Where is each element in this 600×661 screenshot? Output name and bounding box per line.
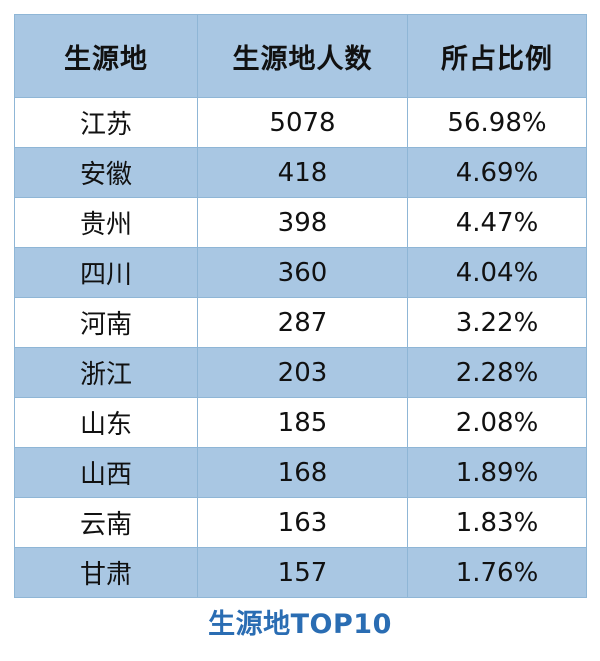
cell-count: 157 — [197, 547, 408, 598]
cell-ratio: 2.08% — [407, 397, 587, 448]
table-header: 生源地 生源地人数 所占比例 — [14, 14, 587, 98]
table-row: 贵州 398 4.47% — [14, 197, 587, 248]
table-row: 江苏 5078 56.98% — [14, 97, 587, 148]
header-ratio: 所占比例 — [407, 14, 587, 98]
table-row: 甘肃 157 1.76% — [14, 547, 587, 598]
table-row: 山东 185 2.08% — [14, 397, 587, 448]
table-row: 云南 163 1.83% — [14, 497, 587, 548]
cell-count: 168 — [197, 447, 408, 498]
cell-count: 287 — [197, 297, 408, 348]
cell-ratio: 2.28% — [407, 347, 587, 398]
cell-origin: 山西 — [14, 447, 198, 498]
cell-origin: 贵州 — [14, 197, 198, 248]
cell-ratio: 3.22% — [407, 297, 587, 348]
table-row: 四川 360 4.04% — [14, 247, 587, 298]
header-origin: 生源地 — [14, 14, 198, 98]
cell-count: 398 — [197, 197, 408, 248]
cell-count: 203 — [197, 347, 408, 398]
table-body: 江苏 5078 56.98% 安徽 418 4.69% 贵州 398 4.47% 四川 360 4.0… — [14, 97, 587, 598]
cell-origin: 河南 — [14, 297, 198, 348]
cell-ratio: 1.83% — [407, 497, 587, 548]
table-row: 安徽 418 4.69% — [14, 147, 587, 198]
cell-ratio: 4.69% — [407, 147, 587, 198]
cell-count: 418 — [197, 147, 408, 198]
cell-origin: 山东 — [14, 397, 198, 448]
cell-ratio: 1.76% — [407, 547, 587, 598]
cell-ratio: 4.04% — [407, 247, 587, 298]
table-caption: 生源地TOP10 — [208, 609, 392, 640]
cell-ratio: 56.98% — [407, 97, 587, 148]
cell-count: 5078 — [197, 97, 408, 148]
header-count: 生源地人数 — [197, 14, 408, 98]
cell-count: 163 — [197, 497, 408, 548]
cell-count: 360 — [197, 247, 408, 298]
cell-ratio: 4.47% — [407, 197, 587, 248]
origin-table-container: 生源地 生源地人数 所占比例 江苏 5078 56.98% 安徽 418 4.69% 贵州 3… — [14, 14, 587, 598]
table-row: 浙江 203 2.28% — [14, 347, 587, 398]
cell-origin: 云南 — [14, 497, 198, 548]
cell-origin: 四川 — [14, 247, 198, 298]
origin-table: 生源地 生源地人数 所占比例 江苏 5078 56.98% 安徽 418 4.69% 贵州 3… — [14, 14, 587, 598]
table-row: 河南 287 3.22% — [14, 297, 587, 348]
table-row: 山西 168 1.89% — [14, 447, 587, 498]
cell-origin: 江苏 — [14, 97, 198, 148]
cell-origin: 浙江 — [14, 347, 198, 398]
cell-ratio: 1.89% — [407, 447, 587, 498]
cell-count: 185 — [197, 397, 408, 448]
cell-origin: 甘肃 — [14, 547, 198, 598]
cell-origin: 安徽 — [14, 147, 198, 198]
header-row: 生源地 生源地人数 所占比例 — [14, 14, 587, 98]
